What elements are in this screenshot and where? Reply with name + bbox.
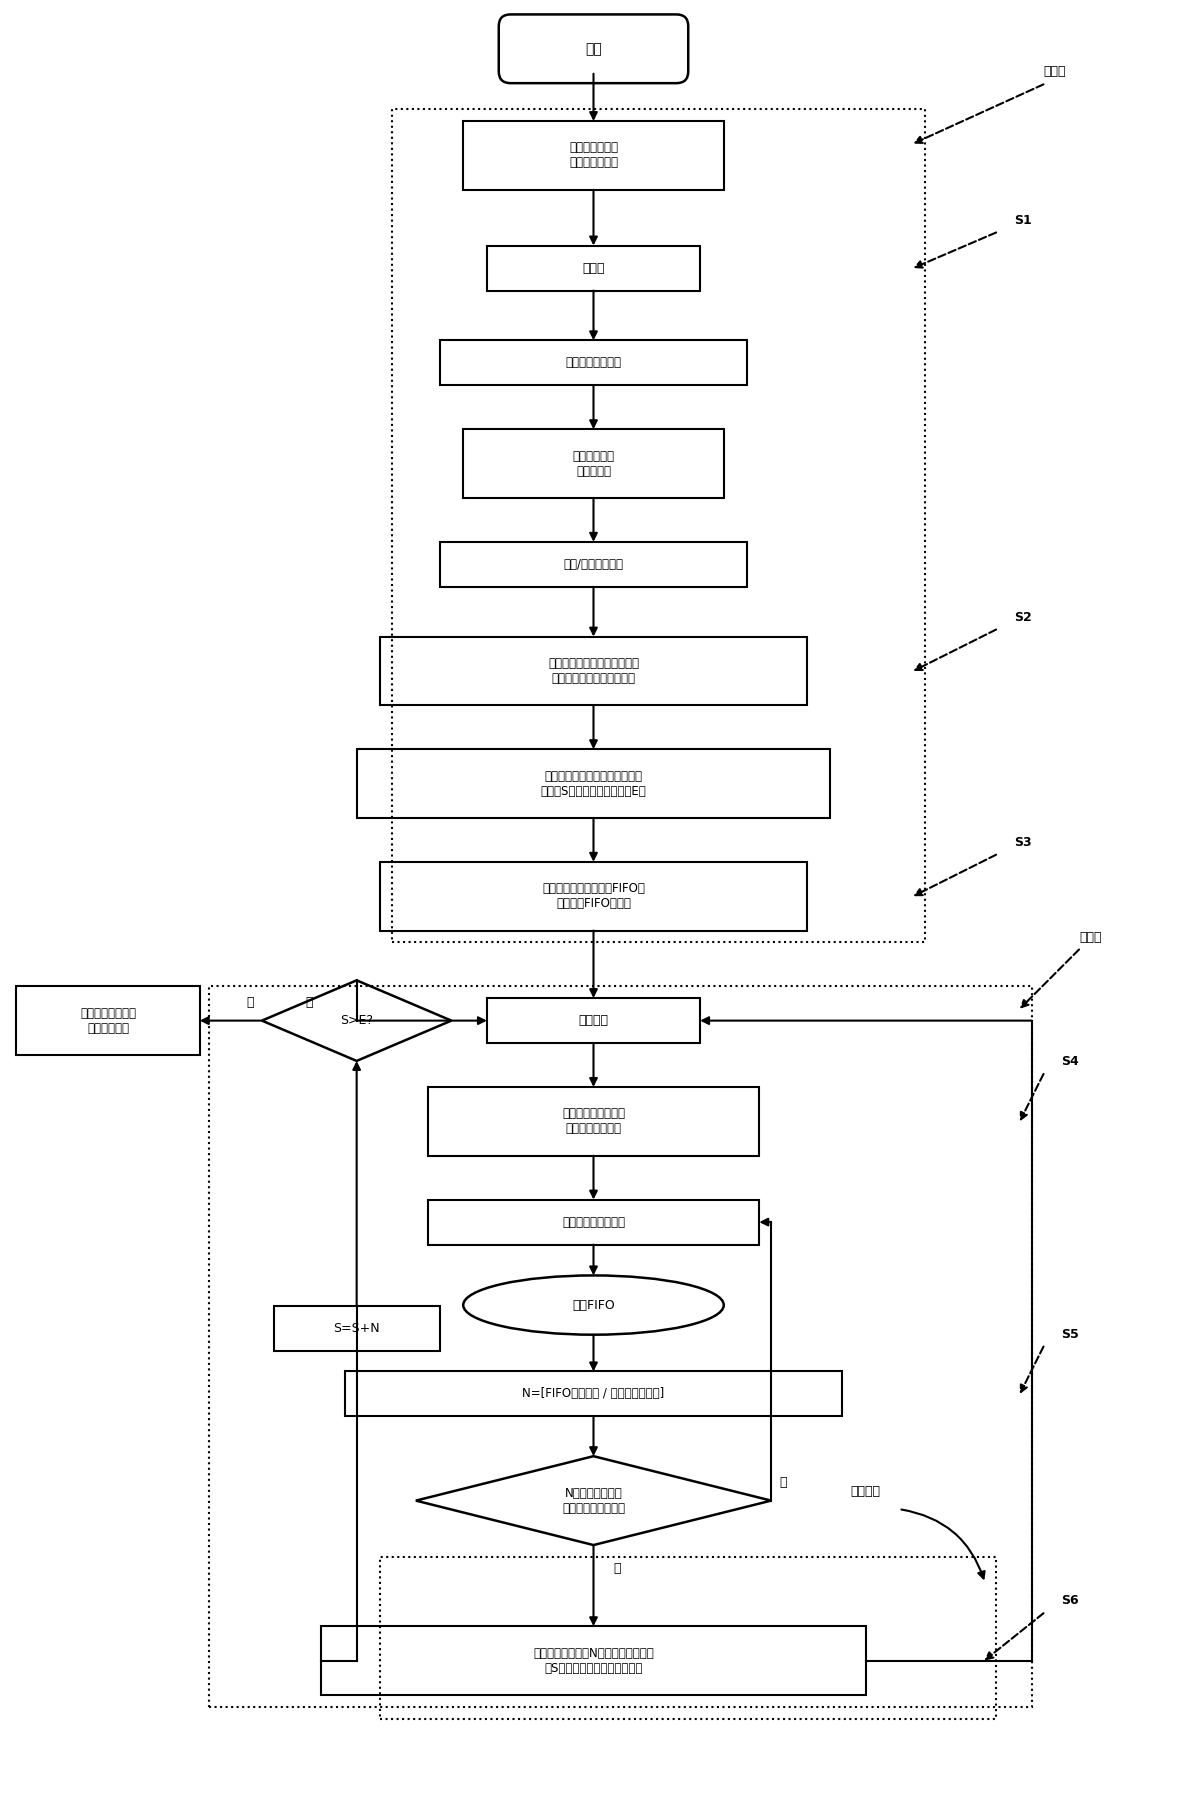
FancyBboxPatch shape — [487, 997, 700, 1042]
FancyBboxPatch shape — [380, 637, 807, 705]
Text: 预处理: 预处理 — [583, 262, 604, 274]
Text: S5: S5 — [1061, 1328, 1079, 1340]
FancyBboxPatch shape — [487, 246, 700, 291]
FancyBboxPatch shape — [463, 429, 724, 499]
Text: 根据预处理得到的所需文件大
小预分配连续的文件存储区: 根据预处理得到的所需文件大 小预分配连续的文件存储区 — [548, 657, 639, 685]
FancyBboxPatch shape — [344, 1371, 843, 1417]
FancyBboxPatch shape — [356, 750, 831, 818]
FancyBboxPatch shape — [499, 14, 688, 83]
FancyBboxPatch shape — [322, 1625, 865, 1695]
Text: 根据分配情况得到文件起始扇区
（记为S）和结束扇区（记为E）: 根据分配情况得到文件起始扇区 （记为S）和结束扇区（记为E） — [540, 770, 647, 798]
Text: S=S+N: S=S+N — [334, 1322, 380, 1335]
FancyBboxPatch shape — [439, 341, 748, 386]
Text: S3: S3 — [1014, 836, 1032, 849]
Text: 以多扇区写方式将N个扇区的数据写入
以S为起始地址的文件所属扇区: 以多扇区写方式将N个扇区的数据写入 以S为起始地址的文件所属扇区 — [533, 1647, 654, 1674]
Text: 扇区操作: 扇区操作 — [851, 1485, 881, 1498]
Text: 其它任务: 其它任务 — [578, 1014, 609, 1028]
FancyBboxPatch shape — [427, 1200, 760, 1245]
Text: 初始化外部存储器: 初始化外部存储器 — [565, 357, 622, 370]
Text: 获得需要存储的日志
数据（数据量大）: 获得需要存储的日志 数据（数据量大） — [561, 1107, 626, 1136]
Text: S6: S6 — [1061, 1595, 1079, 1607]
Text: 挂载外部存储
器文件系统: 挂载外部存储 器文件系统 — [572, 450, 615, 477]
Text: 初始化时钟、外
设、其它任务等: 初始化时钟、外 设、其它任务等 — [569, 142, 618, 169]
FancyBboxPatch shape — [274, 1306, 439, 1351]
Text: 否: 否 — [779, 1476, 787, 1489]
FancyBboxPatch shape — [380, 861, 807, 931]
FancyBboxPatch shape — [439, 542, 748, 587]
Polygon shape — [262, 980, 451, 1060]
Text: 开始: 开始 — [585, 41, 602, 56]
Text: 否: 否 — [305, 996, 313, 1010]
Text: N大于等于预设值
且上次写数据完成？: N大于等于预设值 且上次写数据完成？ — [561, 1487, 626, 1514]
Text: S>E?: S>E? — [341, 1014, 373, 1028]
Text: 循环FIFO: 循环FIFO — [572, 1299, 615, 1311]
Text: 对数据进行合理缩放: 对数据进行合理缩放 — [561, 1216, 626, 1229]
Text: 初始化: 初始化 — [1043, 65, 1066, 79]
FancyBboxPatch shape — [17, 987, 199, 1055]
Text: 根据预处理得到的所需FIFO大
小初始化FIFO缓冲区: 根据预处理得到的所需FIFO大 小初始化FIFO缓冲区 — [542, 883, 645, 910]
Text: S4: S4 — [1061, 1055, 1079, 1067]
Text: 是: 是 — [247, 996, 254, 1010]
Ellipse shape — [463, 1276, 724, 1335]
Text: 预处理不合理，重
新进行预处理: 预处理不合理，重 新进行预处理 — [80, 1006, 137, 1035]
Text: S1: S1 — [1014, 213, 1032, 226]
Text: 打开/创建日志文件: 打开/创建日志文件 — [564, 558, 623, 570]
Text: N=[FIFO中数据量 / 存储器扇区大小]: N=[FIFO中数据量 / 存储器扇区大小] — [522, 1387, 665, 1401]
FancyBboxPatch shape — [463, 120, 724, 190]
Text: 是: 是 — [614, 1563, 621, 1575]
Text: 主循环: 主循环 — [1079, 931, 1102, 944]
Polygon shape — [415, 1457, 772, 1545]
FancyBboxPatch shape — [427, 1087, 760, 1155]
Text: S2: S2 — [1014, 610, 1032, 624]
